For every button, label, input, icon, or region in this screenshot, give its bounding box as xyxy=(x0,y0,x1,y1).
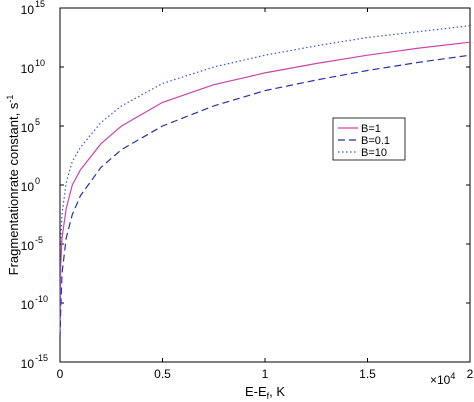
series-lines xyxy=(59,25,471,339)
legend-label: B=1 xyxy=(361,123,381,135)
legend: B=1B=0.1B=10 xyxy=(332,117,406,161)
series-line-B-0-1 xyxy=(59,54,471,339)
series-line-B-1 xyxy=(59,41,471,339)
plot-frame xyxy=(59,7,471,363)
legend-label: B=10 xyxy=(361,147,387,159)
legend-box xyxy=(332,117,406,161)
y-tick-exponent: 15 xyxy=(35,0,45,9)
y-axis-label: Fragmentationrate constant, s-1 xyxy=(5,95,21,276)
x-tick-label: 0 xyxy=(57,367,64,381)
y-tick-label: 10 xyxy=(21,121,35,135)
y-tick-exponent: -10 xyxy=(35,294,48,304)
x-multiplier-label: ×104 xyxy=(430,371,455,387)
x-tick-label: 2 xyxy=(467,367,474,381)
x-tick-label: 0.5 xyxy=(154,367,171,381)
y-tick-label: 10 xyxy=(21,239,35,253)
y-tick-exponent: 10 xyxy=(35,58,45,68)
y-tick-exponent: -15 xyxy=(35,353,48,363)
y-tick-exponent: 0 xyxy=(35,176,40,186)
x-tick-label: 1 xyxy=(262,367,269,381)
y-tick-label: 10 xyxy=(21,298,35,312)
x-tick-label: 1.5 xyxy=(359,367,376,381)
legend-label: B=0.1 xyxy=(361,135,390,147)
y-tick-exponent: 5 xyxy=(35,117,40,127)
y-tick-exponent: -5 xyxy=(35,235,43,245)
series-line-B-10 xyxy=(59,25,471,339)
plot-area xyxy=(59,7,471,363)
y-tick-label: 10 xyxy=(21,3,35,17)
x-axis-label: E-Ef, K xyxy=(245,384,285,401)
y-tick-label: 10 xyxy=(21,62,35,76)
y-tick-label: 10 xyxy=(21,180,35,194)
y-tick-label: 10 xyxy=(21,357,35,371)
